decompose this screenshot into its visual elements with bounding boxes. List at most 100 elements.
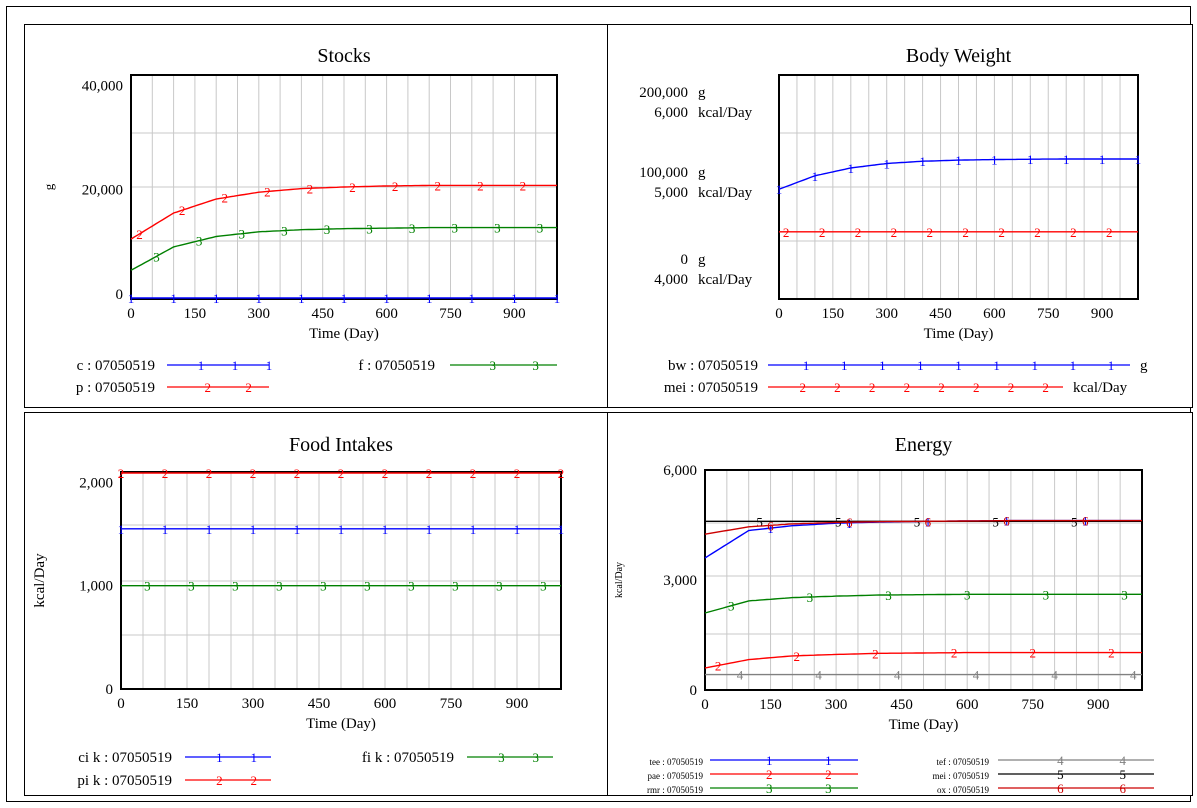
legend-marker: 1 [1108,358,1115,373]
series-marker: 6 [1003,514,1010,529]
series-marker: 1 [382,522,389,537]
legend-marker: 6 [1120,781,1127,795]
legend-marker: 1 [803,358,810,373]
series-marker: 3 [807,590,814,605]
legend-label: ci k : 07050519 [78,750,172,766]
series-line [130,226,557,271]
legend-marker: 2 [904,380,911,395]
series-marker: 4 [737,668,744,683]
series-marker: 2 [891,225,898,240]
series-marker: 1 [1027,152,1034,167]
chart-title: Stocks [317,45,371,67]
series-marker: 6 [767,518,774,533]
x-tick-label: 450 [311,306,334,322]
x-tick-label: 300 [242,696,265,712]
chart-title: Energy [895,434,952,456]
series-marker: 1 [1135,152,1142,167]
series-line [704,519,1142,535]
legend-marker: 1 [198,358,205,373]
series-marker: 3 [540,579,547,594]
series-marker: 1 [213,291,220,306]
x-tick-label: 450 [890,697,913,713]
series-marker: 3 [494,221,501,236]
series-marker: 3 [964,587,971,602]
legend-marker: 4 [1120,753,1127,768]
y-axis-label: kcal/Day [32,553,48,608]
series-marker: 2 [307,181,314,196]
series-marker: 3 [196,234,203,249]
legend-marker: 1 [251,750,257,765]
y-tick-label: 1,000 [79,579,113,595]
series-marker: 1 [294,522,301,537]
series-marker: 2 [520,178,527,193]
series-marker: 1 [846,516,853,531]
series-marker: 2 [998,225,1005,240]
x-tick-label: 900 [506,696,529,712]
legend-label: f : 07050519 [358,358,435,374]
series-marker: 3 [409,221,416,236]
legend-marker: 1 [879,358,886,373]
y-tick-label: 40,000 [82,78,123,94]
y-tick-unit: kcal/Day [698,185,753,201]
series-marker: 1 [426,522,433,537]
legend-label: c : 07050519 [77,358,155,374]
body-weight-panel: Body Weight 0 150 300 450 600 750 900 Time (Day)… [607,24,1193,408]
legend-label: mei : 07050519 [933,771,990,781]
series-marker: 2 [162,466,169,481]
legend-marker: 2 [825,767,832,782]
series-marker: 3 [452,579,459,594]
series-marker: 3 [276,579,283,594]
y-tick-unit: kcal/Day [698,105,753,121]
legend-marker: 2 [1042,380,1049,395]
y-tick-label: 100,000 [639,165,688,181]
legend-marker: 1 [766,753,773,768]
legend-label: pae : 07050519 [648,771,704,781]
series-marker: 1 [256,291,262,306]
legend-label: p : 07050519 [76,380,155,396]
plot-area-border [130,74,558,300]
y-tick-unit: kcal/Day [698,272,753,288]
energy-panel: Energy 0 150 300 450 600 750 900 Time (Day) 0 3,00… [607,412,1193,796]
series-marker: 2 [1034,225,1041,240]
series-marker: 2 [872,646,879,661]
legend-label: mei : 07050519 [664,380,758,396]
y-tick-label: 0 [116,287,124,303]
series-marker: 1 [883,156,890,171]
x-tick-label: 150 [822,306,845,322]
y-tick-label: 6,000 [663,463,697,479]
series-marker: 6 [1082,514,1089,529]
series-marker: 2 [338,466,345,481]
y-tick-label: 200,000 [639,85,688,101]
series-marker: 1 [118,522,125,537]
series-marker: 1 [848,161,855,176]
y-tick-label: 4,000 [654,272,688,288]
series-marker: 3 [239,227,246,242]
series-marker: 3 [728,599,735,614]
series-marker: 2 [558,466,565,481]
series-marker: 1 [206,522,213,537]
chart-title: Body Weight [906,45,1012,67]
x-tick-label: 750 [1022,697,1045,713]
series-marker: 2 [1030,646,1037,661]
series-marker: 2 [951,646,958,661]
series-marker: 1 [162,522,169,537]
series-line [778,158,1138,190]
series-marker: 1 [469,291,476,306]
series-marker: 6 [925,514,932,529]
series-marker: 1 [250,522,257,537]
y-tick-unit: g [698,252,706,268]
y-tick-label: 2,000 [79,475,113,491]
legend-marker: 2 [245,380,252,395]
x-axis-label: Time (Day) [924,326,994,342]
series-marker: 2 [250,466,257,481]
series-marker: 3 [885,588,892,603]
series-marker: 1 [955,153,962,168]
energy-chart: Energy 0 150 300 450 600 750 900 Time (Day) 0 3,00… [614,434,1154,795]
series-marker: 3 [324,222,331,237]
series-marker: 5 [1071,514,1078,529]
y-tick-unit: g [698,165,706,181]
x-tick-label: 0 [127,306,135,322]
stocks-chart: Stocks 0 150 300 450 600 750 900 Time (Day) 0 20,0… [41,45,560,396]
y-tick-label: 0 [690,683,698,699]
x-tick-label: 0 [775,306,783,322]
